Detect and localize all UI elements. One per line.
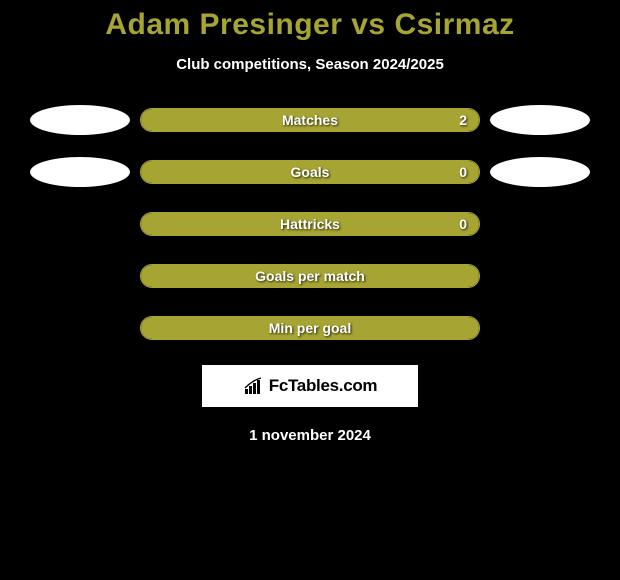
right-ellipse <box>490 157 590 187</box>
stat-label: Hattricks <box>280 216 340 232</box>
stat-label: Min per goal <box>269 320 351 336</box>
right-ellipse <box>490 105 590 135</box>
subtitle: Club competitions, Season 2024/2025 <box>0 56 620 73</box>
bar-chart-icon <box>243 377 265 395</box>
stat-row: Matches 2 <box>0 105 620 135</box>
stat-bar: Min per goal <box>140 316 480 340</box>
stat-bar: Goals 0 <box>140 160 480 184</box>
stat-value: 0 <box>459 164 467 180</box>
stat-label: Goals <box>291 164 330 180</box>
stats-comparison-card: Adam Presinger vs Csirmaz Club competiti… <box>0 0 620 444</box>
brand-text: FcTables.com <box>269 376 378 396</box>
stat-label: Goals per match <box>255 268 365 284</box>
left-ellipse <box>30 105 130 135</box>
stat-row: Goals per match <box>0 261 620 291</box>
brand-badge: FcTables.com <box>202 365 418 407</box>
stat-row: Hattricks 0 <box>0 209 620 239</box>
stat-value: 0 <box>459 216 467 232</box>
stat-label: Matches <box>282 112 338 128</box>
date-text: 1 november 2024 <box>0 427 620 444</box>
stat-row: Goals 0 <box>0 157 620 187</box>
stat-value: 2 <box>459 112 467 128</box>
page-title: Adam Presinger vs Csirmaz <box>0 8 620 42</box>
left-ellipse <box>30 157 130 187</box>
stats-rows: Matches 2 Goals 0 Hattricks 0 Goals per match M… <box>0 105 620 343</box>
stat-bar: Matches 2 <box>140 108 480 132</box>
stat-row: Min per goal <box>0 313 620 343</box>
stat-bar: Hattricks 0 <box>140 212 480 236</box>
stat-bar: Goals per match <box>140 264 480 288</box>
